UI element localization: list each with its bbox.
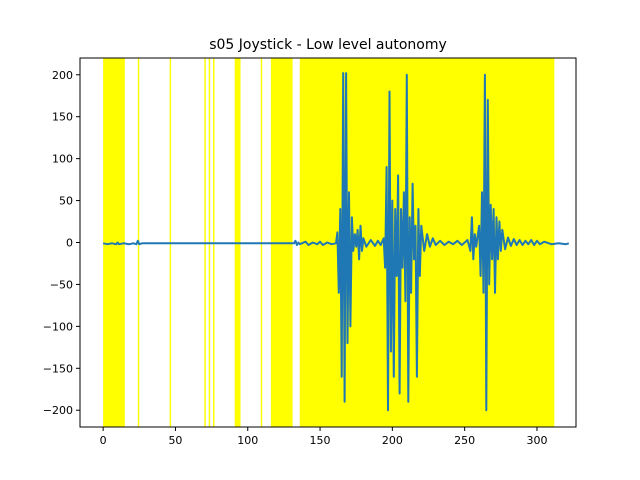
y-tick-label: 50: [59, 195, 73, 208]
y-tick-label: 100: [52, 153, 73, 166]
x-tick-label: 250: [454, 434, 475, 447]
series-line: [102, 72, 570, 412]
y-tick-label: −100: [43, 320, 73, 333]
y-tick-label: 150: [52, 111, 73, 124]
x-tick-label: 0: [100, 434, 107, 447]
y-tick-label: −150: [43, 362, 73, 375]
y-tick-label: −50: [50, 278, 73, 291]
y-tick-label: 200: [52, 69, 73, 82]
chart-title: s05 Joystick - Low level autonomy: [209, 37, 447, 53]
series-layer: [102, 72, 570, 412]
axis-ticks: 0 50 100 150 200 250 300 −200 −150 −100 −50 0 50 100 1…: [43, 69, 548, 447]
y-tick-label: 0: [66, 237, 73, 250]
x-tick-label: 100: [237, 434, 258, 447]
plot-frame: [79, 57, 577, 428]
highlight-span: [103, 58, 125, 427]
x-tick-label: 300: [526, 434, 547, 447]
x-tick-label: 150: [310, 434, 331, 447]
y-tick-label: −200: [43, 404, 73, 417]
x-tick-label: 50: [168, 434, 182, 447]
x-tick-label: 200: [382, 434, 403, 447]
